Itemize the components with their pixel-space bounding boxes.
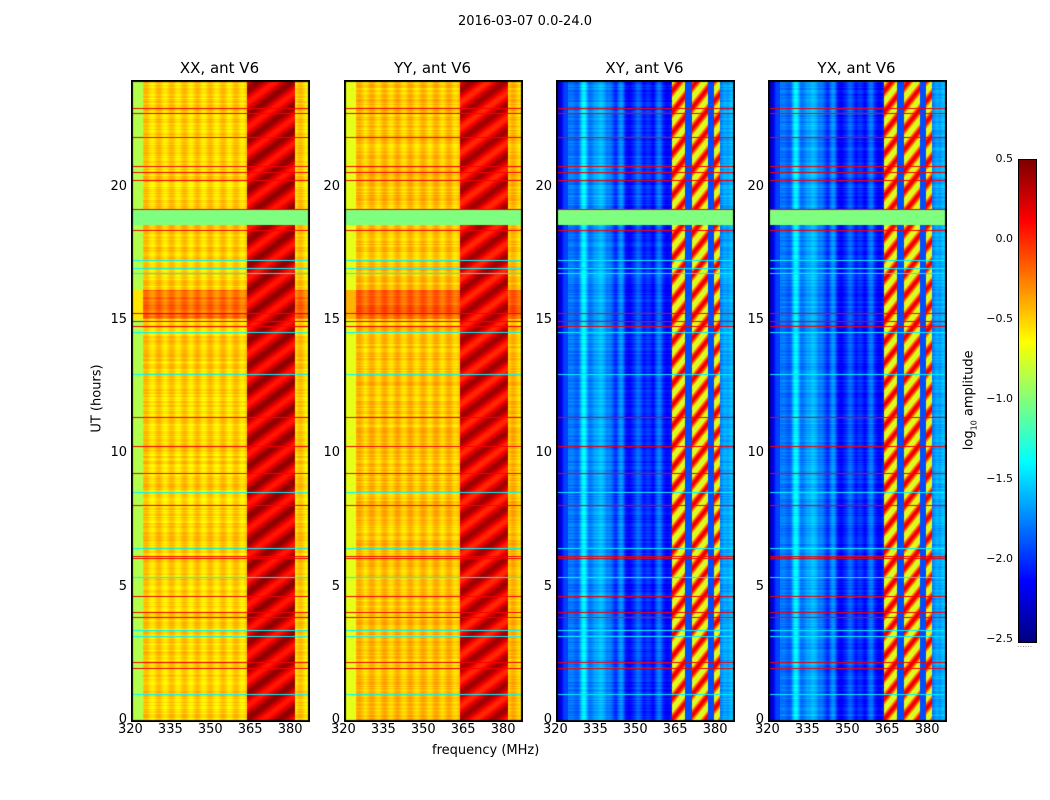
y-tick-label: 0 — [118, 712, 127, 727]
x-tick-label: 380 — [914, 722, 940, 737]
heatmap-xx — [131, 80, 310, 722]
colorbar-label: log10 amplitude — [962, 350, 979, 450]
figure-title: 2016-03-07 0.0-24.0 — [458, 14, 592, 29]
x-tick-label: 380 — [702, 722, 728, 737]
heatmap-yy — [344, 80, 523, 722]
y-tick-label: 10 — [535, 445, 552, 461]
y-tick-label: 0 — [755, 712, 764, 727]
panel-title: XY, ant V6 — [605, 59, 684, 77]
x-tick-label: 320 — [331, 722, 356, 737]
y-tick-label: 0 — [331, 712, 340, 727]
y-tick-label: 5 — [331, 578, 340, 594]
x-tick-label: 380 — [490, 722, 516, 737]
y-axis-label: UT (hours) — [89, 364, 105, 433]
x-tick-label: 335 — [157, 722, 183, 737]
colorbar-tick-label: −1.5 — [986, 472, 1013, 485]
x-tick-label: 335 — [794, 722, 820, 737]
x-tick-label: 365 — [874, 722, 900, 737]
y-tick-label: 10 — [110, 445, 127, 461]
colorbar — [1018, 159, 1037, 643]
x-tick-label: 365 — [237, 722, 263, 737]
colorbar-tick-label: −1.0 — [986, 392, 1013, 405]
y-tick-label: 10 — [323, 445, 340, 461]
panel-title: YX, ant V6 — [817, 59, 896, 77]
y-tick-label: 20 — [535, 178, 552, 194]
y-tick-label: 15 — [535, 312, 552, 327]
colorbar-label-tail: amplitude — [961, 350, 977, 421]
y-tick-label: 20 — [110, 178, 127, 194]
heatmap-xy — [556, 80, 735, 722]
heatmap-yx — [768, 80, 947, 722]
y-tick-label: 5 — [118, 578, 127, 594]
y-tick-label: 5 — [755, 578, 764, 594]
x-tick-label: 365 — [662, 722, 688, 737]
colorbar-dots: ...... — [1017, 640, 1033, 649]
x-tick-label: 365 — [450, 722, 476, 737]
panel-title: YY, ant V6 — [393, 59, 471, 77]
colorbar-tick-label: 0.0 — [995, 232, 1014, 245]
x-tick-label: 350 — [834, 722, 860, 737]
x-tick-label: 350 — [197, 722, 223, 737]
colorbar-label-sub: 10 — [969, 420, 979, 431]
colorbar-label-main: log — [961, 430, 977, 451]
x-tick-label: 350 — [410, 722, 436, 737]
x-axis-label: frequency (MHz) — [432, 743, 540, 758]
x-tick-label: 335 — [370, 722, 396, 737]
y-tick-label: 20 — [323, 178, 340, 194]
y-tick-label: 5 — [543, 578, 552, 594]
x-tick-label: 380 — [277, 722, 303, 737]
x-tick-label: 320 — [543, 722, 568, 737]
y-tick-label: 15 — [110, 312, 127, 327]
colorbar-tick-label: −0.5 — [986, 312, 1013, 325]
y-tick-label: 20 — [747, 178, 764, 194]
colorbar-tick-label: 0.5 — [995, 152, 1014, 165]
colorbar-tick-label: −2.5 — [986, 632, 1013, 645]
y-tick-label: 10 — [747, 445, 764, 461]
colorbar-tick-label: −2.0 — [986, 552, 1013, 565]
y-tick-label: 15 — [747, 312, 764, 327]
x-tick-label: 350 — [622, 722, 648, 737]
y-tick-label: 0 — [543, 712, 552, 727]
x-tick-label: 320 — [118, 722, 143, 737]
x-tick-label: 335 — [582, 722, 608, 737]
y-tick-label: 15 — [323, 312, 340, 327]
x-tick-label: 320 — [755, 722, 780, 737]
panel-title: XX, ant V6 — [179, 59, 260, 77]
